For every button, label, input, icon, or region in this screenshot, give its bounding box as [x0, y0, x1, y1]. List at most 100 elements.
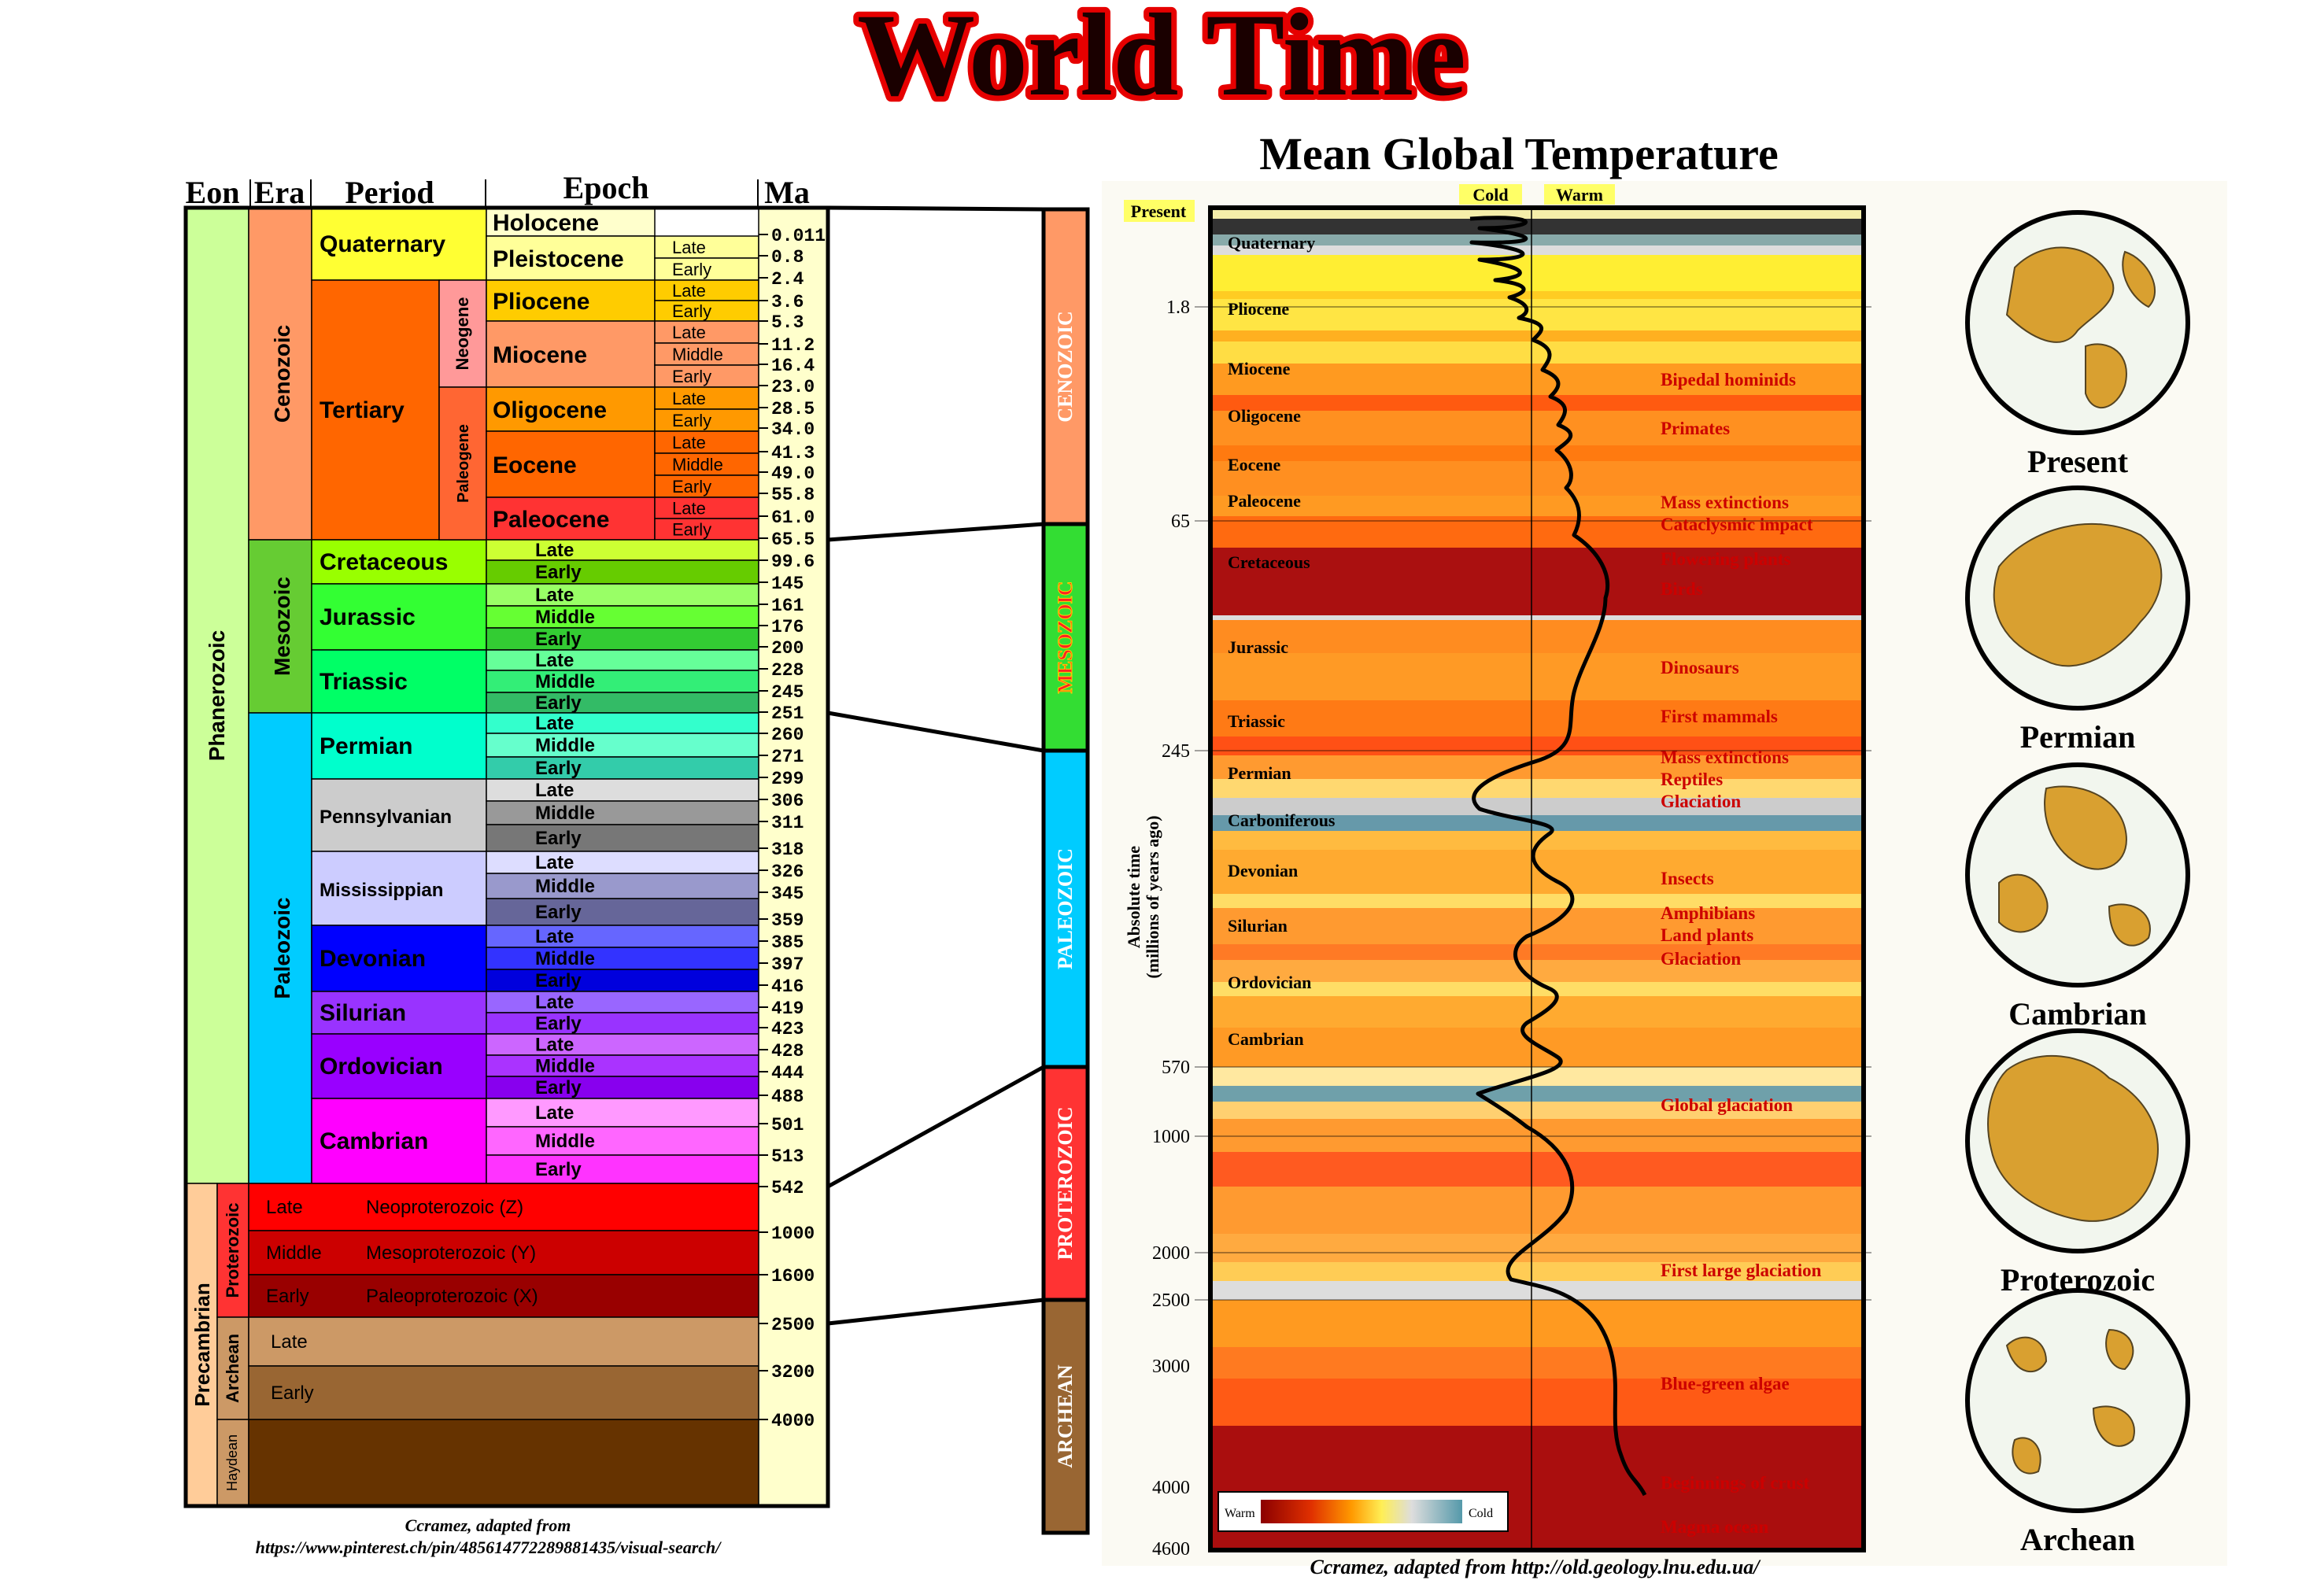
time-axis-title-2: (millions of years ago)	[1143, 815, 1162, 978]
subepoch-label: Middle	[535, 735, 595, 756]
temperature-band	[1210, 1379, 1864, 1426]
temperature-band	[1210, 1300, 1864, 1347]
subepoch-row	[486, 756, 759, 780]
subepoch-row	[654, 386, 759, 410]
eon-bar-label-archean: ARCHEAN	[1054, 1364, 1077, 1468]
eon-bar-proterozoic	[1041, 1065, 1090, 1302]
ma-tick-label: 345	[771, 884, 804, 904]
period-label-permian: Permian	[320, 733, 412, 759]
eon-bar-label-paleozoic: PALEOZOIC	[1054, 848, 1077, 969]
subepoch-label: Late	[535, 852, 574, 873]
table-frame	[183, 205, 830, 1508]
temperature-band	[1210, 779, 1864, 798]
period-mississippian	[311, 851, 487, 926]
period-label-mississippian: Mississippian	[320, 880, 443, 901]
subepoch-label: Early	[672, 477, 711, 497]
era-label-archean: Archean	[223, 1334, 242, 1403]
event-label: First mammals	[1661, 707, 1778, 726]
chart-period-label: Oligocene	[1228, 406, 1301, 426]
era-label-paleozoic: Paleozoic	[270, 897, 294, 999]
temperature-band	[1210, 736, 1864, 755]
proterozoic-name-label: Neoproterozoic (Z)	[366, 1197, 523, 1218]
subepoch-row	[654, 257, 759, 281]
temperature-band	[1210, 944, 1864, 960]
temperature-band	[1210, 496, 1864, 516]
temperature-band	[1210, 908, 1864, 944]
globe-label-archean: Archean	[2020, 1522, 2135, 1557]
chart-period-label: Paleocene	[1228, 491, 1301, 511]
subepoch-label: Middle	[535, 803, 595, 824]
connector-line	[827, 522, 1044, 542]
subepoch-row	[486, 539, 759, 561]
subepoch-label: Early	[535, 629, 582, 650]
subepoch-row	[486, 649, 759, 671]
subepoch-label: Middle	[672, 455, 723, 474]
subepoch-label: Late	[672, 499, 706, 519]
chart-period-label: Cretaceous	[1228, 552, 1310, 572]
subepoch-row	[486, 712, 759, 734]
globe-proterozoic: Proterozoic	[1965, 1028, 2190, 1298]
subepoch-row	[654, 364, 759, 388]
legend-gradient	[1261, 1500, 1462, 1523]
temperature-band	[1210, 1152, 1864, 1187]
ma-tick-label: 1600	[771, 1266, 815, 1287]
period-label-triassic: Triassic	[320, 669, 408, 695]
period-label-quaternary: Quaternary	[320, 231, 445, 257]
ma-tick-label: 419	[771, 999, 804, 1019]
subepoch-label: Middle	[535, 671, 595, 692]
era-label-cenozoic: Cenozoic	[270, 325, 294, 423]
ma-tick-label: 161	[771, 596, 804, 616]
subepoch-label: Middle	[535, 607, 595, 628]
temperature-band	[1210, 445, 1864, 461]
epoch-label-oligocene: Oligocene	[493, 397, 607, 423]
temperature-curve	[1469, 216, 1647, 1497]
ma-tick-label: 23.0	[771, 377, 815, 397]
globe-cambrian: Cambrian	[1965, 762, 2190, 1032]
subepoch-label: Late	[535, 1035, 574, 1056]
ma-tick-label: 61.0	[771, 508, 815, 528]
ma-tick-label: 11.2	[771, 335, 815, 356]
eon-phanerozoic-label: Phanerozoic	[205, 630, 229, 761]
subepoch-label: Late	[535, 713, 574, 734]
subepoch-row	[654, 320, 759, 344]
subepoch-label: Late	[535, 926, 574, 947]
event-label: First large glaciation	[1661, 1261, 1822, 1280]
time-axis-tick-label: 570	[1162, 1058, 1190, 1078]
temperature-band	[1210, 291, 1864, 299]
subepoch-row	[486, 898, 759, 926]
subepoch-row	[654, 235, 759, 259]
chart-period-label: Jurassic	[1228, 637, 1288, 657]
ma-tick-label: 0.011	[771, 226, 826, 246]
cold-label: Cold	[1472, 185, 1508, 205]
ma-tick-label: 99.6	[771, 552, 815, 572]
globe-label-cambrian: Cambrian	[2008, 996, 2147, 1032]
chart-frame	[1208, 205, 1866, 1552]
ma-tick-label: 228	[771, 660, 804, 681]
ma-tick-label: 2500	[771, 1315, 815, 1335]
subepoch-row	[486, 947, 759, 970]
epoch-pliocene	[486, 279, 656, 322]
ma-tick-label: 2.4	[771, 269, 804, 290]
header-period: Period	[345, 175, 434, 210]
temperature-band	[1210, 516, 1864, 548]
period-label-devonian: Devonian	[320, 946, 426, 972]
temperature-band	[1210, 700, 1864, 736]
era-archean	[216, 1316, 249, 1420]
subepoch-row	[486, 1054, 759, 1077]
subepoch-label: Late	[672, 389, 706, 408]
proterozoic-name-label: Paleoproterozoic (X)	[366, 1286, 538, 1307]
temperature-band	[1210, 299, 1864, 330]
globe-permian: Permian	[1965, 485, 2190, 755]
event-label: Global glaciation	[1661, 1095, 1793, 1115]
temperature-band	[1210, 341, 1864, 364]
epoch-label-paleocene: Paleocene	[493, 507, 609, 533]
ma-tick-label: 260	[771, 725, 804, 745]
globe-archean: Archean	[1965, 1288, 2190, 1557]
subepoch-label: Early	[535, 902, 582, 923]
eon-bar-cenozoic	[1041, 207, 1090, 526]
subepoch-label: Middle	[672, 345, 723, 364]
era-label-proterozoic: Proterozoic	[223, 1202, 242, 1298]
chart-period-label: Carboniferous	[1228, 810, 1336, 830]
